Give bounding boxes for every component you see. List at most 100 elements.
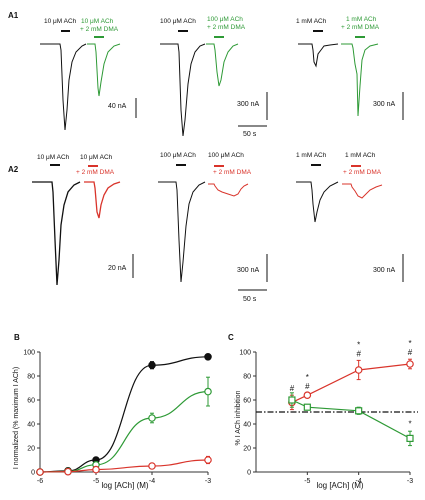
panel-b-y-tick-label: 60 xyxy=(27,398,35,405)
a1-scalebar-3-label: 300 nA xyxy=(373,101,396,108)
a2-scalebar-2-label: 300 nA xyxy=(237,267,260,274)
panel-c-annotation: # xyxy=(356,349,361,358)
panel-b-xlabel: log [ACh] (M) xyxy=(101,481,148,490)
panel-c-series-1-line xyxy=(291,399,411,439)
a1-g1-color-label-1: 10 μM ACh xyxy=(81,18,114,25)
panel-b-x-tick-label: -4 xyxy=(149,478,155,485)
a2-time-scalebar-label: 50 s xyxy=(243,296,257,303)
a1-g2-color-label-2: + 2 mM DMA xyxy=(207,24,246,31)
panel-b-series-2-point xyxy=(64,467,72,476)
a2-g3-black-trace xyxy=(296,181,339,223)
panel-label-a1: A1 xyxy=(8,11,19,20)
a1-scalebar-2-label: 300 nA xyxy=(237,101,260,108)
panel-b-x-tick-label: -3 xyxy=(205,478,211,485)
panel-c-y-tick-label: 80 xyxy=(243,374,251,381)
panel-c-series-1-point xyxy=(355,407,363,415)
a2-scalebar-3-label: 300 nA xyxy=(373,267,396,274)
a2-g3-color-label-1: 1 mM ACh xyxy=(345,152,376,159)
a1-g3-color-label-1: 1 mM ACh xyxy=(346,16,377,23)
a1-g2-color-label-1: 100 μM ACh xyxy=(207,16,243,23)
a1-time-scalebar-label: 50 s xyxy=(243,131,257,138)
panel-c-ylabel: % I ACh inhibition xyxy=(235,390,242,445)
a1-scalebar-1-label: 40 nA xyxy=(108,103,127,110)
panel-b-y-tick-label: 0 xyxy=(31,470,35,477)
a1-g3-green-trace xyxy=(341,43,379,117)
panel-c-annotation: * xyxy=(408,339,411,348)
panel-b-y-tick-label: 40 xyxy=(27,422,35,429)
panel-b-series-2-point xyxy=(148,462,156,470)
a1-g1-color-label-2: + 2 mM DMA xyxy=(80,26,119,33)
a2-g1-black-label: 10 μM ACh xyxy=(37,154,70,161)
panel-c-x-tick-label: -5 xyxy=(304,478,310,485)
panel-c-series-1-point xyxy=(303,403,311,411)
panel-b-y-tick-label: 100 xyxy=(23,350,35,357)
panel-c-series-0-point xyxy=(354,366,363,374)
a1-g3-color-label-2: + 2 mM DMA xyxy=(341,24,380,31)
a1-g2-green-trace xyxy=(206,43,239,87)
panel-b-series-1-line xyxy=(39,391,209,473)
panel-b-series-2-point xyxy=(92,465,100,474)
panel-c-annotation: * xyxy=(357,340,360,349)
panel-c-y-tick-label: 60 xyxy=(243,398,251,405)
a2-scalebar-1-label: 20 nA xyxy=(108,265,127,272)
panel-c-x-tick-label: -4 xyxy=(356,478,362,485)
panel-b-chart: B I normalized (% maximum I ACh) log [AC… xyxy=(13,333,212,490)
panel-label-a2: A2 xyxy=(8,165,19,174)
panel-c-annotation: # xyxy=(290,384,295,393)
panel-c-series-0-point xyxy=(303,391,312,400)
a1-g1-green-trace xyxy=(87,43,121,97)
panel-c-annotation: * xyxy=(408,419,411,428)
a1-g2-black-label: 100 μM ACh xyxy=(160,18,196,25)
a2-g1-color-label-1: 10 μM ACh xyxy=(80,154,113,161)
a1-g2-black-trace xyxy=(160,43,206,137)
panel-c-annotation: # xyxy=(408,348,413,357)
panel-b-y-tick-label: 20 xyxy=(27,446,35,453)
panel-b-marks xyxy=(36,352,212,476)
a2-g1-red-trace xyxy=(84,181,121,219)
panel-c-y-tick-label: 20 xyxy=(243,446,251,453)
panel-c-series-1-point xyxy=(288,396,296,404)
a2-g3-color-label-2: + 2 mM DMA xyxy=(343,169,382,176)
panel-b-series-1-point xyxy=(204,387,212,396)
a1-g3-black-trace xyxy=(298,43,339,68)
panel-c-series-0-point xyxy=(406,360,414,368)
a2-g2-color-label-2: + 2 mM DMA xyxy=(213,169,252,176)
panel-label-b: B xyxy=(14,333,20,342)
panel-a1: A1 10 μM ACh 10 μM ACh + 2 mM DMA 40 nA … xyxy=(8,11,404,138)
a2-g2-color-label-1: 100 μM ACh xyxy=(208,152,244,159)
panel-b-y-tick-label: 80 xyxy=(27,374,35,381)
panel-c-y-tick-label: 40 xyxy=(243,422,251,429)
a1-g1-black-trace xyxy=(40,43,87,131)
panel-c-series-0-line xyxy=(291,363,411,403)
panel-c-axes: -5 -4 -3 0 20 40 60 80 100 xyxy=(239,350,418,485)
panel-b-series-0-line xyxy=(39,356,209,473)
panel-b-ylabel: I normalized (% maximum I ACh) xyxy=(13,367,20,469)
panel-c-xlabel: log [ACh] (M) xyxy=(316,481,363,490)
panel-c-annotation: * xyxy=(306,373,309,382)
panel-label-c: C xyxy=(228,333,234,342)
a2-g3-black-label: 1 mM ACh xyxy=(296,152,327,159)
a2-g2-black-label: 100 μM ACh xyxy=(160,152,196,159)
panel-b-axes: -6 -5 -4 -3 0 20 40 60 80 100 xyxy=(23,350,211,486)
panel-c-y-tick-label: 100 xyxy=(239,350,251,357)
panel-b-series-0-point xyxy=(148,361,156,370)
a2-g2-red-trace xyxy=(208,183,249,197)
a2-g1-black-trace xyxy=(32,181,81,286)
panel-c-annotation: # xyxy=(305,382,310,391)
panel-b-x-tick-label: -5 xyxy=(93,478,99,485)
panel-b-series-1-point xyxy=(148,414,156,422)
panel-c-x-tick-label: -3 xyxy=(407,478,413,485)
panel-b-series-2-point xyxy=(36,468,44,476)
panel-c-chart: C % I ACh inhibition log [ACh] (M) -5 -4-… xyxy=(228,333,418,490)
panel-b-series-0-point xyxy=(204,352,212,361)
a2-g3-red-trace xyxy=(342,183,383,199)
a2-g1-color-label-2: + 2 mM DMA xyxy=(76,169,115,176)
panel-a2: A2 10 μM ACh 10 μM ACh + 2 mM DMA 20 nA … xyxy=(8,152,404,303)
panel-b-x-tick-label: -6 xyxy=(37,478,43,485)
panel-b-series-2-point xyxy=(204,456,212,464)
a1-g1-black-label: 10 μM ACh xyxy=(44,18,77,25)
panel-c-marks: #*#*#*#* xyxy=(288,339,414,447)
panel-c-series-1-point xyxy=(406,434,414,442)
panel-c-y-tick-label: 0 xyxy=(247,470,251,477)
